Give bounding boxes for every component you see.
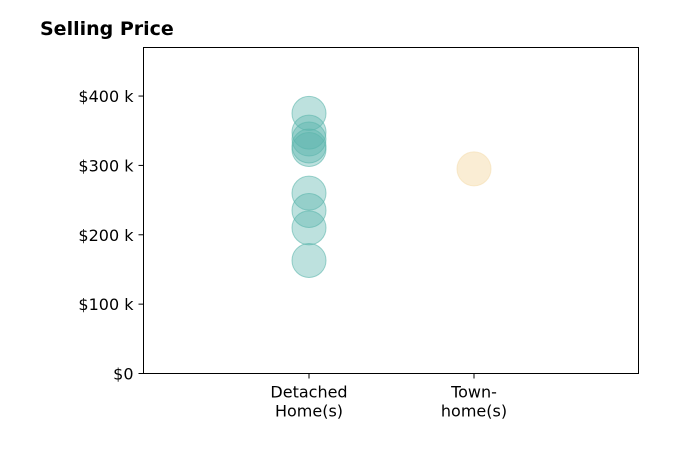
y-tick-label: $0 [113, 365, 133, 384]
plot-frame [143, 47, 639, 374]
chart-title: Selling Price [40, 18, 174, 40]
x-tick-label: Detached Home(s) [270, 383, 347, 421]
y-tick-label: $400 k [78, 87, 134, 106]
x-tick-label: Town-home(s) [441, 383, 507, 421]
data-point [456, 151, 492, 187]
y-axis: $0 $100 k $200 k $300 k $400 k [78, 87, 144, 384]
y-tick-label: $200 k [78, 226, 134, 245]
y-tick-label: $300 k [78, 156, 134, 175]
data-point [291, 121, 327, 157]
data-point [291, 242, 327, 278]
y-tick-label: $100 k [78, 295, 134, 314]
data-point [291, 131, 327, 167]
x-axis: Detached Home(s) Town-home(s) [270, 373, 507, 421]
data-point [291, 95, 327, 131]
data-points [291, 95, 492, 278]
data-point [291, 210, 327, 246]
